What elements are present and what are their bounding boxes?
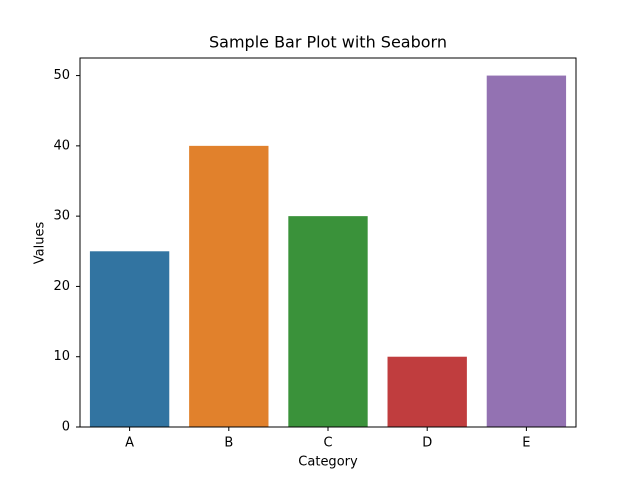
chart-title: Sample Bar Plot with Seaborn bbox=[209, 33, 447, 52]
x-tick-label: A bbox=[125, 436, 134, 451]
y-tick-label: 0 bbox=[62, 420, 70, 435]
y-tick-label: 10 bbox=[53, 349, 70, 364]
bar bbox=[486, 75, 567, 428]
y-tick-label: 50 bbox=[53, 68, 70, 83]
x-tick-label: E bbox=[522, 436, 530, 451]
x-axis-label: Category bbox=[298, 455, 358, 470]
x-tick-label: D bbox=[422, 436, 432, 451]
bar bbox=[387, 356, 467, 427]
y-tick-label: 40 bbox=[53, 138, 70, 153]
bar bbox=[89, 251, 170, 427]
x-tick-label: C bbox=[323, 436, 332, 451]
x-tick-label: B bbox=[224, 436, 233, 451]
axes-frame bbox=[79, 57, 577, 428]
y-tick-label: 30 bbox=[53, 209, 70, 224]
bar bbox=[189, 145, 269, 427]
y-tick-label: 20 bbox=[53, 279, 70, 294]
y-axis-label: Values bbox=[33, 222, 48, 265]
bar bbox=[288, 216, 368, 427]
